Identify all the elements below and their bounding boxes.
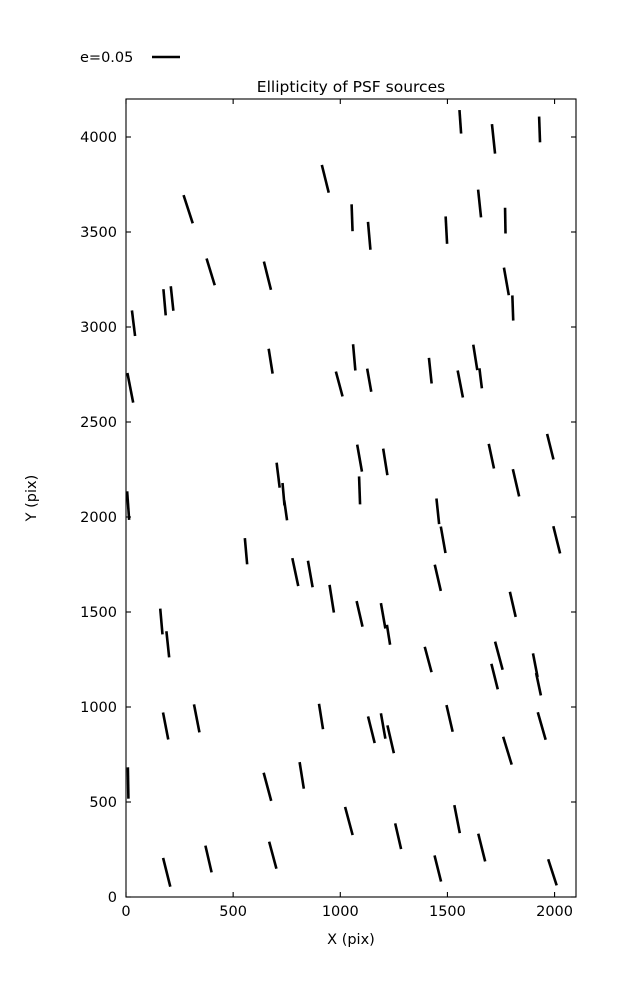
- whisker-segment: [162, 289, 168, 316]
- whisker-segment: [161, 712, 170, 740]
- whisker-segment: [381, 448, 389, 476]
- whisker-segment: [546, 858, 558, 886]
- whisker-segment: [458, 109, 463, 134]
- whisker-segment: [471, 344, 479, 371]
- x-tick-label: 1000: [322, 904, 359, 920]
- whisker-segment: [243, 537, 249, 565]
- whisker-segment: [205, 258, 216, 286]
- whisker-segment: [534, 672, 543, 696]
- whisker-segment: [350, 204, 354, 232]
- whisker-segment: [427, 357, 433, 384]
- whisker-segment: [476, 189, 483, 218]
- page-title: Ellipticity of PSF sources: [257, 78, 445, 96]
- whisker-segment: [379, 713, 387, 739]
- whisker-segment: [366, 716, 376, 744]
- whisker-segment: [433, 564, 443, 592]
- whisker-segment: [355, 600, 364, 628]
- whisker-segment: [386, 725, 396, 754]
- whisker-segment: [487, 443, 496, 469]
- y-tick-label: 500: [89, 795, 117, 811]
- whisker-segment: [355, 444, 364, 472]
- x-tick-label: 2000: [536, 904, 573, 920]
- whisker-segment: [291, 557, 300, 587]
- whisker-segment: [317, 703, 325, 730]
- whisker-segment: [393, 823, 403, 850]
- legend-label: e=0.05: [80, 50, 133, 66]
- y-tick-label: 1500: [80, 605, 117, 621]
- whisker-segment: [456, 370, 465, 398]
- whisker-layer: [126, 109, 562, 888]
- whisker-segment: [267, 348, 274, 374]
- whisker-segment: [126, 767, 130, 799]
- whisker-segment: [552, 525, 562, 554]
- y-tick-label: 2500: [80, 415, 117, 431]
- whisker-segment: [501, 736, 513, 766]
- whisker-segment: [267, 841, 278, 870]
- y-axis-title: Y (pix): [24, 475, 40, 523]
- y-tick-label: 3500: [80, 225, 117, 241]
- whisker-segment: [445, 704, 454, 733]
- whisker-segment: [502, 267, 511, 296]
- y-tick-label: 4000: [80, 130, 117, 146]
- whisker-segment: [328, 584, 336, 613]
- whisker-segment: [365, 368, 373, 393]
- whisker-segment: [204, 845, 213, 873]
- whisker-segment: [493, 641, 504, 671]
- whisker-segment: [169, 286, 175, 311]
- whisker-segment: [545, 433, 555, 460]
- whisker-segment: [511, 295, 515, 321]
- y-tick-label: 0: [108, 890, 117, 906]
- x-axis-ticks: 0 500 1000 1500 2000: [121, 99, 573, 920]
- whisker-segment: [453, 804, 462, 834]
- whisker-segment: [385, 624, 392, 645]
- whisker-segment: [262, 261, 273, 291]
- whisker-segment: [490, 124, 497, 154]
- whisker-segment: [476, 833, 487, 862]
- whisker-segment: [334, 371, 344, 397]
- whisker-segment: [182, 194, 194, 224]
- x-axis-title: X (pix): [327, 932, 375, 948]
- axes-frame: [125, 98, 577, 898]
- whisker-segment: [282, 500, 289, 521]
- whisker-segment: [536, 711, 547, 741]
- whisker-segment: [435, 498, 441, 525]
- whisker-segment: [262, 772, 273, 802]
- whisker-segment: [439, 526, 447, 554]
- x-tick-label: 500: [219, 904, 247, 920]
- x-tick-label: 1500: [429, 904, 466, 920]
- whisker-segment: [351, 344, 357, 371]
- whisker-segment: [423, 646, 433, 673]
- whisker-segment: [343, 806, 354, 836]
- whisker-segment: [490, 663, 500, 690]
- whisker-segment: [158, 608, 164, 635]
- legend: e=0.05: [80, 50, 180, 66]
- x-tick-label: 0: [121, 904, 130, 920]
- whisker-segment: [130, 310, 137, 337]
- whisker-segment: [161, 857, 172, 888]
- whisker-segment: [165, 631, 171, 658]
- whisker-segment: [444, 216, 449, 244]
- whisker-segment: [433, 855, 443, 882]
- whisker-segment: [537, 116, 542, 143]
- whisker-segment: [298, 761, 306, 789]
- whisker-segment: [511, 468, 521, 497]
- whisker-segment: [275, 462, 281, 488]
- whisker-segment: [478, 368, 484, 389]
- whisker-segment: [366, 221, 372, 250]
- whisker-series: [126, 109, 562, 888]
- whisker-segment: [126, 372, 135, 403]
- y-axis-ticks: 0 500 1000 1500 2000 2500 3000 3500 4000: [80, 130, 576, 906]
- whisker-segment: [508, 591, 517, 618]
- whisker-segment: [306, 560, 314, 588]
- whisker-segment: [192, 704, 201, 733]
- whisker-segment: [320, 164, 331, 193]
- whisker-segment: [379, 602, 387, 629]
- whisker-segment: [357, 476, 362, 505]
- whisker-segment: [126, 491, 131, 520]
- y-tick-label: 3000: [80, 320, 117, 336]
- y-tick-label: 2000: [80, 510, 117, 526]
- y-tick-label: 1000: [80, 700, 117, 716]
